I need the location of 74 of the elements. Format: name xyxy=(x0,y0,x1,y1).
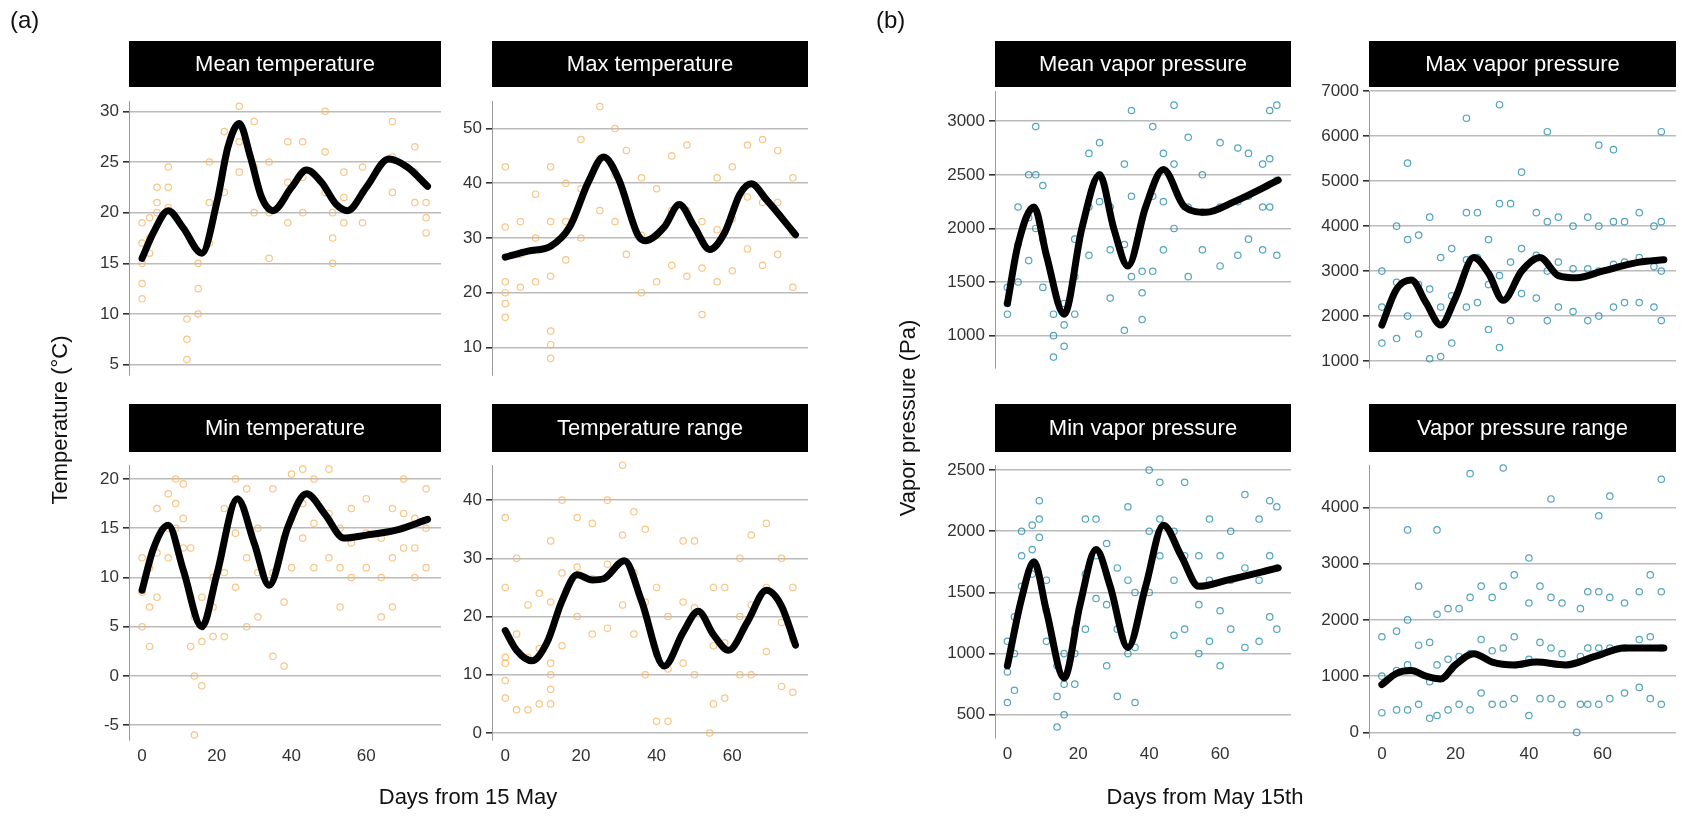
x-tick-label: 20 xyxy=(1068,743,1088,763)
chart-title: Mean temperature xyxy=(129,41,441,87)
x-tick-label: 20 xyxy=(1445,743,1465,763)
x-tick-label: 40 xyxy=(1139,743,1159,763)
x-tick-label: 60 xyxy=(1593,743,1612,763)
x-tick-label: 20 xyxy=(571,745,591,765)
x-tick-label: 60 xyxy=(722,745,742,765)
y-tick-label: 15 xyxy=(100,517,119,537)
y-tick-label: 2000 xyxy=(1321,609,1359,629)
y-tick-label: 20 xyxy=(463,606,482,626)
y-tick-label: 10 xyxy=(100,303,119,323)
y-tick-label: 4000 xyxy=(1321,215,1359,235)
y-tick-label: 1500 xyxy=(947,582,985,602)
x-tick-label: 40 xyxy=(282,745,301,765)
chart-title: Max vapor pressure xyxy=(1369,41,1676,87)
chart-title: Temperature range xyxy=(492,404,808,452)
x-tick-label: 0 xyxy=(500,745,510,765)
y-tick-label: 1000 xyxy=(1321,665,1359,685)
y-tick-label: 0 xyxy=(472,722,482,742)
x-tick-label: 40 xyxy=(1519,743,1539,763)
y-tick-label: 1000 xyxy=(1321,350,1359,370)
y-tick-label: 10 xyxy=(463,337,482,357)
y-axis-title: Temperature (°C) xyxy=(47,335,73,505)
y-tick-label: 0 xyxy=(109,665,119,685)
y-tick-label: 3000 xyxy=(1321,260,1359,280)
y-tick-label: 1000 xyxy=(947,643,985,663)
x-tick-label: 60 xyxy=(1210,743,1230,763)
chart-title: Vapor pressure range xyxy=(1369,404,1676,452)
x-tick-label: 20 xyxy=(207,745,227,765)
text: (b) xyxy=(876,6,906,34)
x-tick-label: 0 xyxy=(137,745,147,765)
y-tick-label: 30 xyxy=(463,227,482,247)
y-tick-label: 500 xyxy=(956,704,985,724)
text: (a) xyxy=(10,6,40,34)
y-tick-label: 25 xyxy=(100,151,119,171)
x-tick-label: 0 xyxy=(1377,743,1387,763)
y-tick-label: 20 xyxy=(100,202,119,222)
y-tick-label: 20 xyxy=(463,282,482,302)
y-tick-label: 2000 xyxy=(947,218,985,238)
y-tick-label: 3000 xyxy=(1321,553,1359,573)
y-axis-title: Vapor pressure (Pa) xyxy=(895,319,921,517)
y-tick-label: 1000 xyxy=(947,325,985,345)
y-tick-label: 3000 xyxy=(947,110,985,130)
x-tick-label: 40 xyxy=(647,745,667,765)
y-tick-label: 2500 xyxy=(947,164,985,184)
y-tick-label: 4000 xyxy=(1321,497,1359,517)
y-tick-label: 2000 xyxy=(1321,305,1359,325)
y-tick-label: 15 xyxy=(100,253,119,273)
x-axis-title: Days from 15 May xyxy=(378,784,558,810)
x-tick-label: 0 xyxy=(1002,743,1013,763)
y-tick-label: 2000 xyxy=(947,520,985,540)
y-tick-label: 5 xyxy=(109,616,119,636)
y-tick-label: 5000 xyxy=(1321,170,1359,190)
y-tick-label: 6000 xyxy=(1321,125,1359,145)
y-tick-label: 50 xyxy=(463,118,482,138)
y-tick-label: 10 xyxy=(100,567,119,587)
x-axis-title: Days from May 15th xyxy=(1106,784,1304,810)
y-tick-label: 40 xyxy=(463,172,482,192)
chart-title: Max temperature xyxy=(492,41,808,87)
chart-title: Mean vapor pressure xyxy=(995,41,1291,87)
y-tick-label: -5 xyxy=(103,714,119,734)
y-tick-label: 20 xyxy=(100,468,119,488)
y-tick-label: 2500 xyxy=(947,459,985,479)
chart-title: Min temperature xyxy=(129,404,441,452)
y-tick-label: 10 xyxy=(463,664,482,684)
y-tick-label: 1500 xyxy=(947,271,985,291)
y-tick-label: 0 xyxy=(1349,722,1359,742)
y-tick-label: 5 xyxy=(109,354,119,374)
x-tick-label: 60 xyxy=(356,745,376,765)
y-tick-label: 40 xyxy=(463,489,482,509)
chart-title: Min vapor pressure xyxy=(995,404,1291,452)
y-tick-label: 30 xyxy=(463,548,482,568)
y-tick-label: 7000 xyxy=(1321,80,1359,100)
y-tick-label: 30 xyxy=(100,101,119,121)
